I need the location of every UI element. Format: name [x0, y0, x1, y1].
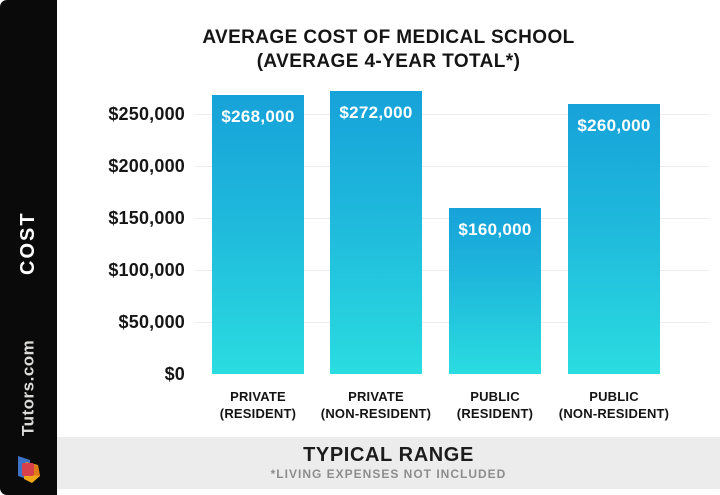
bar-public-3: $260,000 — [568, 103, 660, 374]
y-axis-tick-label: $150,000 — [108, 208, 185, 228]
footer-under-strip — [57, 489, 720, 495]
chart-region: AVERAGE COST OF MEDICAL SCHOOL (AVERAGE … — [57, 0, 720, 437]
category-line1: PRIVATE — [348, 389, 404, 404]
bar-public-2: $160,000 — [449, 207, 541, 374]
y-axis-tick-label: $50,000 — [118, 312, 185, 332]
footer-heading: TYPICAL RANGE — [303, 444, 474, 466]
y-gridline — [195, 113, 709, 115]
bar-private-0: $268,000 — [212, 95, 304, 374]
chart-title-line1: AVERAGE COST OF MEDICAL SCHOOL — [202, 27, 575, 48]
sidebar: COST Tutors.com — [0, 0, 57, 495]
sidebar-brand-label: Tutors.com — [18, 339, 38, 437]
sidebar-cost-label: COST — [17, 211, 39, 275]
chart-title-line2: (AVERAGE 4-YEAR TOTAL*) — [256, 51, 521, 72]
category-line2: (NON-RESIDENT) — [320, 406, 432, 421]
y-axis-tick-label: $0 — [164, 364, 185, 384]
category-line2: (NON-RESIDENT) — [558, 406, 670, 421]
bar-private-1: $272,000 — [330, 91, 422, 374]
y-axis-tick-label: $250,000 — [108, 104, 185, 124]
bar-value-label: $272,000 — [339, 103, 413, 123]
category-line2: (RESIDENT) — [219, 406, 297, 421]
footer-note: *LIVING EXPENSES NOT INCLUDED — [270, 467, 507, 481]
x-axis-category-label: PUBLIC (RESIDENT) — [420, 388, 570, 422]
category-line1: PUBLIC — [470, 389, 520, 404]
bar-value-label: $268,000 — [221, 107, 295, 127]
y-axis-tick-label: $100,000 — [108, 260, 185, 280]
bar-value-label: $260,000 — [577, 115, 651, 135]
plot-area: $250,000 $200,000 $150,000 $100,000 $50,000 $… — [57, 0, 720, 437]
footer-band: TYPICAL RANGE *LIVING EXPENSES NOT INCLU… — [57, 437, 720, 489]
chart-title: AVERAGE COST OF MEDICAL SCHOOL (AVERAGE … — [57, 26, 720, 74]
x-axis-category-label: PRIVATE (NON-RESIDENT) — [301, 388, 451, 422]
category-line1: PUBLIC — [589, 389, 639, 404]
category-line2: (RESIDENT) — [456, 406, 534, 421]
y-axis-tick-label: $200,000 — [108, 156, 185, 176]
bar-value-label: $160,000 — [458, 219, 532, 239]
x-axis-category-label: PRIVATE (RESIDENT) — [183, 388, 333, 422]
category-line1: PRIVATE — [230, 389, 286, 404]
y-gridline — [195, 165, 709, 167]
x-axis-category-label: PUBLIC (NON-RESIDENT) — [539, 388, 689, 422]
tutors-cube-logo-icon — [18, 456, 40, 483]
